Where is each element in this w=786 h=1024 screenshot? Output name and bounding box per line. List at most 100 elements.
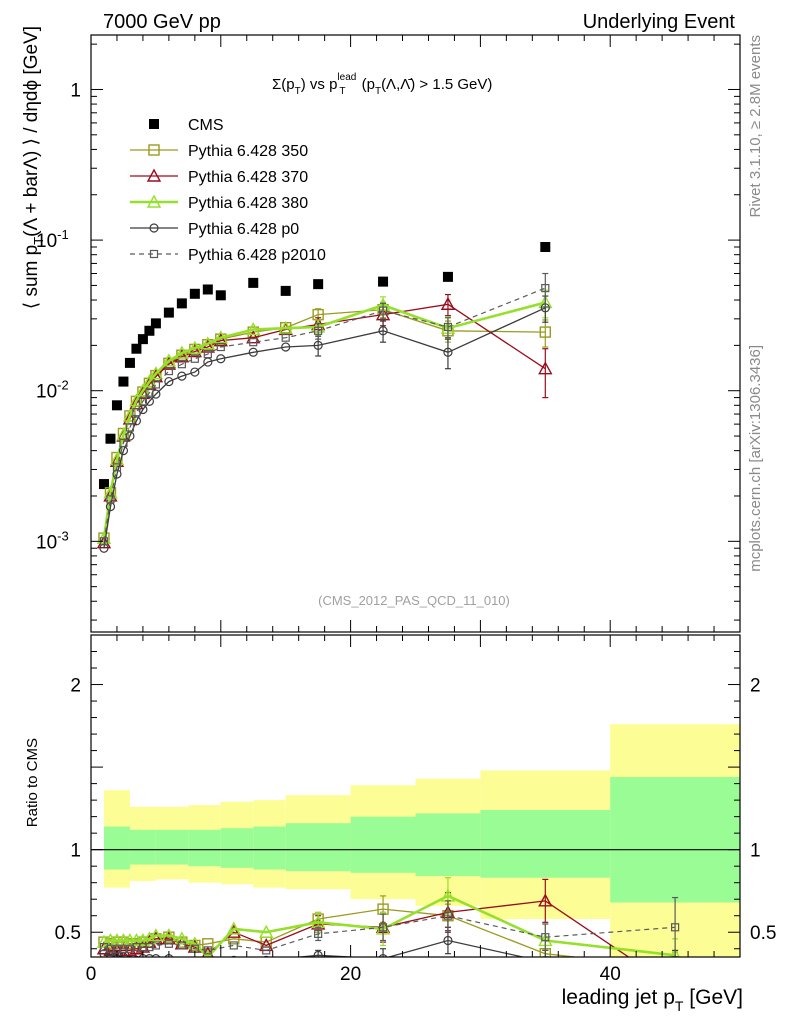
top-cms-point [215, 290, 226, 301]
ratio-p0-point [230, 955, 237, 957]
top-p380-point [200, 336, 215, 350]
ratio-band-inner [610, 777, 740, 903]
ratio-band-inner [103, 826, 130, 870]
x-tick-label: 0 [86, 964, 97, 985]
y-tick-label: 1 [70, 80, 81, 101]
ratio-y-tick-label-right: 2 [750, 676, 761, 697]
legend: CMS Pythia 6.428 350 Pythia 6.428 370 Pythi… [130, 117, 326, 264]
top-p2010-point [145, 388, 154, 397]
ratio-y-tick-label-right: 0.5 [750, 923, 776, 944]
x-tick-label: 20 [340, 964, 361, 985]
top-cms-point [124, 357, 135, 368]
ratio-p350-point [111, 936, 123, 948]
top-p380-point [161, 353, 177, 367]
top-p0-point [378, 326, 388, 336]
x-tick-label: 40 [600, 964, 621, 985]
ratio-p0-point [671, 961, 679, 969]
top-p0-point [138, 404, 148, 415]
xlabel-b: [GeV] [683, 986, 743, 1009]
legend-p0-marker [149, 223, 159, 233]
title-sub-t3: T [375, 86, 381, 97]
top-p2010-point [164, 366, 173, 376]
top-p370-point [538, 361, 553, 375]
top-p2010-point [125, 423, 135, 432]
ratio-p2010-point [670, 923, 680, 932]
ratio-band-inner [155, 829, 189, 865]
top-p0-point [164, 376, 174, 387]
ratio-p2010-point [262, 946, 271, 955]
top-cms-point [98, 479, 109, 490]
top-p370-point [187, 344, 203, 358]
top-p2010-point [119, 438, 128, 448]
top-frame [90, 34, 741, 633]
ratio-y-tick-label-right: 1 [750, 841, 761, 862]
top-p2010-point [541, 284, 550, 293]
legend-p350-marker [148, 144, 160, 156]
ratio-p2010-point [177, 941, 186, 950]
top-p350-point [539, 326, 551, 338]
top-p2010-point [151, 380, 160, 389]
top-p2010-point [132, 408, 141, 417]
header-left: 7000 GeV pp [103, 11, 221, 33]
ratio-band-inner [253, 826, 286, 870]
ratio-p0-point [178, 958, 186, 966]
top-p0-point [190, 367, 200, 377]
ratio-p2010-point [443, 911, 453, 920]
ratio-ylabel: Ratio to CMS [24, 738, 41, 827]
top-p2010-point [281, 333, 290, 342]
ratio-band-inner [350, 816, 416, 873]
ratio-p0-point [133, 955, 140, 957]
top-cms-point [313, 279, 324, 290]
top-cms-point [150, 318, 161, 329]
top-cms-point [137, 334, 148, 345]
y-tick-label: 10-3 [36, 528, 69, 553]
top-p2010-point [138, 397, 148, 406]
ratio-band-inner [220, 828, 254, 868]
top-p0-point [313, 340, 323, 350]
title-sub-t2: T [339, 86, 345, 97]
ratio-p350-point [670, 964, 680, 974]
ratio-p0-point [541, 958, 549, 966]
top-p0-point [151, 389, 161, 399]
top-p380-point [213, 330, 228, 344]
top-p380-point [246, 322, 261, 336]
top-p380-point [174, 345, 190, 359]
top-p2010-line [103, 287, 546, 542]
top-cms-point [189, 288, 200, 299]
header-right: Underlying Event [583, 11, 736, 33]
ratio-p2010-point [541, 933, 550, 942]
legend-p380-marker [146, 194, 162, 208]
top-ylabel: ⟨ sum pT(Λ + barΛ) ⟩ / dηdϕ [GeV] [21, 26, 46, 309]
title-tail1: (p [357, 76, 375, 93]
legend-p2010-label: Pythia 6.428 p2010 [188, 247, 326, 264]
top-p2010-point [112, 463, 122, 472]
top-p2010-point [443, 322, 453, 332]
legend-p350-label: Pythia 6.428 350 [188, 143, 308, 160]
top-cms-point [163, 307, 174, 318]
title-sup-lead: lead [337, 72, 356, 83]
top-p380-point [278, 320, 293, 334]
top-p0-point [443, 347, 453, 357]
ratio-p0-point [443, 935, 453, 946]
y-tick-label: 10-1 [36, 227, 69, 252]
top-cms-point [176, 298, 187, 309]
plot-title: Σ(pT) vs plead T (pT(Λ,Λ̄) > 1.5 GeV) [272, 72, 492, 97]
ratio-p0-point [191, 960, 199, 968]
top-cms-point [202, 284, 213, 295]
ratio-p0-point [145, 954, 154, 957]
ratio-p0-point [99, 949, 109, 957]
top-p380-point [187, 340, 203, 354]
ratio-p0-point [204, 960, 212, 968]
xlabel-a: leading jet p [562, 986, 675, 1009]
legend-cms-label: CMS [188, 117, 224, 134]
mcplots-label: mcplots.cern.ch [arXiv:1306.3436] [747, 345, 764, 572]
top-p2010-point [203, 350, 212, 359]
legend-p2010-marker [149, 249, 159, 259]
top-p0-point [131, 416, 142, 426]
xlabel: leading jet pT [GeV] [562, 986, 743, 1014]
legend-p380-label: Pythia 6.428 380 [188, 195, 308, 212]
ratio-p0-point [105, 950, 116, 957]
top-p370-line [103, 303, 546, 543]
top-p2010-point [378, 306, 388, 315]
rivet-label: Rivet 3.1.10, ≥ 2.8M events [747, 35, 764, 218]
